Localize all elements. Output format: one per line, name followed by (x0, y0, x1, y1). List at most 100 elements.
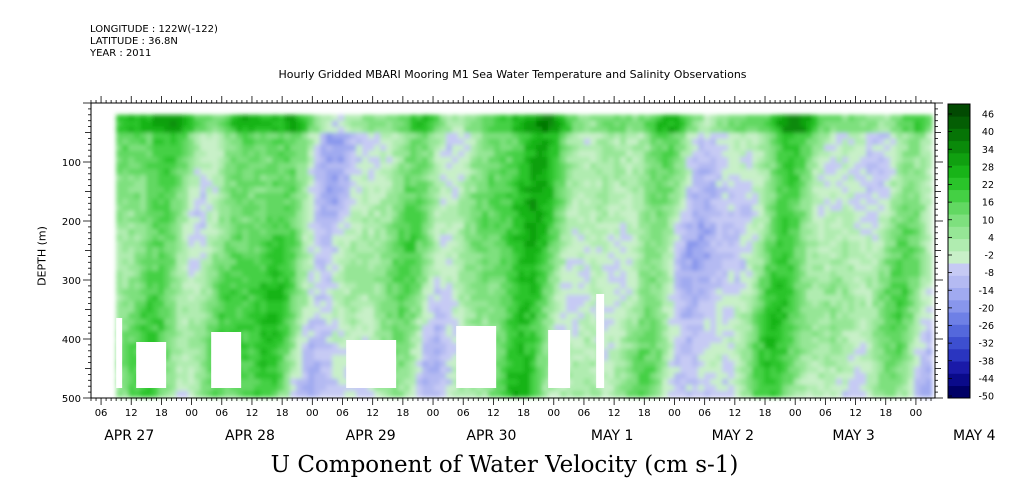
heatmap-cell (386, 216, 393, 224)
heatmap-cell (530, 186, 537, 194)
heatmap-cell (686, 120, 693, 128)
heatmap-cell (176, 174, 183, 182)
heatmap-cell (350, 114, 357, 122)
heatmap-cell (458, 150, 465, 158)
heatmap-cell (122, 282, 129, 290)
heatmap-cell (368, 270, 375, 278)
heatmap-cell (356, 132, 363, 140)
heatmap-cell (710, 168, 717, 176)
heatmap-cell (284, 318, 291, 326)
heatmap-cell (380, 288, 387, 296)
heatmap-cell (608, 174, 615, 182)
heatmap-cell (218, 228, 225, 236)
heatmap-cell (638, 138, 645, 146)
heatmap-cell (572, 336, 579, 344)
heatmap-cell (620, 270, 627, 278)
heatmap-cell (404, 300, 411, 308)
heatmap-cell (686, 366, 693, 374)
heatmap-cell (482, 168, 489, 176)
heatmap-cell (656, 216, 663, 224)
heatmap-cell (662, 240, 669, 248)
heatmap-cell (524, 282, 531, 290)
heatmap-cell (626, 198, 633, 206)
heatmap-cell (722, 312, 729, 320)
heatmap-cell (146, 336, 153, 344)
heatmap-cell (428, 222, 435, 230)
heatmap-cell (710, 246, 717, 254)
heatmap-cell (272, 210, 279, 218)
heatmap-cell (590, 204, 597, 212)
heatmap-cell (152, 234, 159, 242)
heatmap-cell (476, 144, 483, 152)
heatmap-cell (476, 132, 483, 140)
heatmap-cell (164, 366, 171, 374)
heatmap-cell (176, 162, 183, 170)
heatmap-cell (446, 384, 453, 392)
heatmap-cell (734, 234, 741, 242)
heatmap-cell (698, 354, 705, 362)
heatmap-cell (668, 354, 675, 362)
heatmap-cell (728, 348, 735, 356)
heatmap-cell (284, 234, 291, 242)
heatmap-cell (506, 168, 513, 176)
heatmap-cell (362, 174, 369, 182)
heatmap-cell (488, 168, 495, 176)
heatmap-cell (446, 276, 453, 284)
heatmap-cell (698, 348, 705, 356)
heatmap-cell (644, 222, 651, 230)
heatmap-cell (140, 330, 147, 338)
heatmap-cell (536, 234, 543, 242)
heatmap-cell (620, 138, 627, 146)
heatmap-cell (290, 276, 297, 284)
heatmap-cell (584, 390, 591, 398)
heatmap-cell (440, 240, 447, 248)
heatmap-cell (200, 246, 207, 254)
heatmap-cell (254, 312, 261, 320)
heatmap-cell (242, 342, 249, 350)
heatmap-cell (452, 132, 459, 140)
heatmap-cell (698, 258, 705, 266)
heatmap-cell (650, 264, 657, 272)
heatmap-cell (158, 192, 165, 200)
heatmap-cell (590, 174, 597, 182)
heatmap-cell (140, 192, 147, 200)
heatmap-cell (644, 336, 651, 344)
heatmap-cell (746, 252, 753, 260)
heatmap-cell (374, 246, 381, 254)
heatmap-cell (350, 252, 357, 260)
heatmap-cell (458, 264, 465, 272)
heatmap-cell (296, 300, 303, 308)
heatmap-cell (368, 252, 375, 260)
heatmap-cell (662, 336, 669, 344)
heatmap-cell (536, 360, 543, 368)
heatmap-cell (386, 222, 393, 230)
heatmap-cell (398, 198, 405, 206)
heatmap-cell (134, 180, 141, 188)
heatmap-cell (206, 318, 213, 326)
heatmap-cell (152, 132, 159, 140)
heatmap-cell (386, 234, 393, 242)
heatmap-cell (644, 372, 651, 380)
heatmap-cell (152, 150, 159, 158)
heatmap-cell (578, 306, 585, 314)
heatmap-cell (164, 138, 171, 146)
heatmap-cell (122, 246, 129, 254)
heatmap-cell (314, 120, 321, 128)
heatmap-cell (506, 216, 513, 224)
heatmap-cell (254, 114, 261, 122)
heatmap-cell (608, 288, 615, 296)
heatmap-cell (692, 198, 699, 206)
heatmap-cell (194, 198, 201, 206)
heatmap-cell (740, 210, 747, 218)
heatmap-cell (218, 240, 225, 248)
heatmap-cell (194, 288, 201, 296)
heatmap-cell (488, 276, 495, 284)
heatmap-cell (620, 180, 627, 188)
heatmap-cell (686, 192, 693, 200)
heatmap-cell (338, 192, 345, 200)
heatmap-cell (746, 204, 753, 212)
heatmap-cell (404, 354, 411, 362)
heatmap-cell (446, 378, 453, 386)
heatmap-cell (338, 138, 345, 146)
heatmap-cell (224, 132, 231, 140)
